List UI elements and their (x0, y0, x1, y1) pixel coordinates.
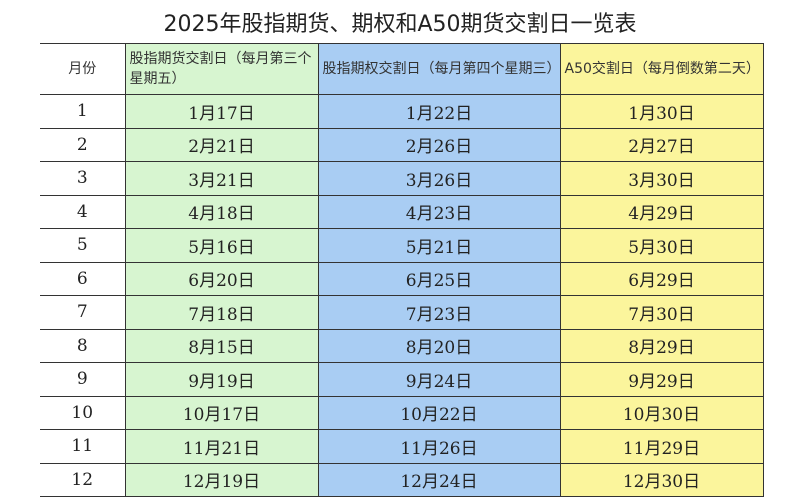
table-row: 11 11月21日 11月26日 11月29日 (40, 429, 764, 464)
futures-date-cell: 3月21日 (124, 161, 319, 196)
options-date-cell: 7月23日 (317, 295, 561, 330)
table-row: 4 4月18日 4月23日 4月29日 (40, 194, 764, 229)
month-cell: 9 (40, 362, 126, 397)
header-a50: A50交割日（每月倒数第二天） (560, 43, 764, 95)
futures-date-cell: 11月21日 (124, 429, 319, 464)
options-date-cell: 6月25日 (317, 261, 561, 296)
a50-date-cell: 6月29日 (559, 261, 764, 296)
futures-date-cell: 1月17日 (124, 94, 319, 129)
futures-date-cell: 8月15日 (124, 328, 319, 363)
a50-date-cell: 4月29日 (559, 194, 764, 229)
a50-date-cell: 7月30日 (559, 295, 764, 330)
month-cell: 10 (40, 395, 126, 430)
page-title: 2025年股指期货、期权和A50期货交割日一览表 (163, 12, 637, 37)
options-date-cell: 5月21日 (317, 228, 561, 263)
month-cell: 4 (40, 194, 126, 229)
delivery-date-table: 月份 股指期货交割日（每月第三个星期五） 股指期权交割日（每月第四个星期三） A… (40, 43, 764, 497)
month-cell: 8 (40, 328, 126, 363)
table-row: 10 10月17日 10月22日 10月30日 (40, 395, 764, 430)
month-cell: 12 (40, 462, 126, 497)
table-row: 2 2月21日 2月26日 2月27日 (40, 127, 764, 162)
options-date-cell: 4月23日 (317, 194, 561, 229)
a50-date-cell: 8月29日 (559, 328, 764, 363)
table-row: 5 5月16日 5月21日 5月30日 (40, 228, 764, 263)
futures-date-cell: 6月20日 (124, 261, 319, 296)
options-date-cell: 9月24日 (317, 362, 561, 397)
a50-date-cell: 10月30日 (559, 395, 764, 430)
options-date-cell: 10月22日 (317, 395, 561, 430)
options-date-cell: 11月26日 (317, 429, 561, 464)
month-cell: 5 (40, 228, 126, 263)
futures-date-cell: 10月17日 (124, 395, 319, 430)
options-date-cell: 8月20日 (317, 328, 561, 363)
month-cell: 11 (40, 429, 126, 464)
header-futures: 股指期货交割日（每月第三个星期五） (125, 43, 319, 95)
header-month: 月份 (40, 43, 126, 95)
table-row: 9 9月19日 9月24日 9月29日 (40, 362, 764, 397)
month-cell: 2 (40, 127, 126, 162)
header-row: 月份 股指期货交割日（每月第三个星期五） 股指期权交割日（每月第四个星期三） A… (40, 43, 764, 95)
futures-date-cell: 7月18日 (124, 295, 319, 330)
a50-date-cell: 12月30日 (559, 462, 764, 497)
a50-date-cell: 2月27日 (559, 127, 764, 162)
options-date-cell: 12月24日 (317, 462, 561, 497)
options-date-cell: 3月26日 (317, 161, 561, 196)
table-row: 1 1月17日 1月22日 1月30日 (40, 94, 764, 129)
futures-date-cell: 12月19日 (124, 462, 319, 497)
a50-date-cell: 5月30日 (559, 228, 764, 263)
month-cell: 7 (40, 295, 126, 330)
futures-date-cell: 2月21日 (124, 127, 319, 162)
table-row: 3 3月21日 3月26日 3月30日 (40, 161, 764, 196)
futures-date-cell: 4月18日 (124, 194, 319, 229)
table-row: 12 12月19日 12月24日 12月30日 (40, 462, 764, 497)
month-cell: 3 (40, 161, 126, 196)
month-cell: 1 (40, 94, 126, 129)
futures-date-cell: 5月16日 (124, 228, 319, 263)
a50-date-cell: 1月30日 (559, 94, 764, 129)
futures-date-cell: 9月19日 (124, 362, 319, 397)
a50-date-cell: 11月29日 (559, 429, 764, 464)
month-cell: 6 (40, 261, 126, 296)
table-row: 7 7月18日 7月23日 7月30日 (40, 295, 764, 330)
header-options: 股指期权交割日（每月第四个星期三） (318, 43, 561, 95)
table-row: 8 8月15日 8月20日 8月29日 (40, 328, 764, 363)
a50-date-cell: 9月29日 (559, 362, 764, 397)
options-date-cell: 1月22日 (317, 94, 561, 129)
table-row: 6 6月20日 6月25日 6月29日 (40, 261, 764, 296)
options-date-cell: 2月26日 (317, 127, 561, 162)
a50-date-cell: 3月30日 (559, 161, 764, 196)
